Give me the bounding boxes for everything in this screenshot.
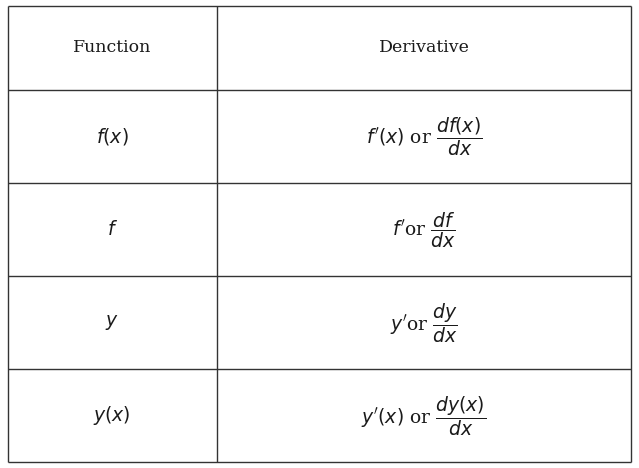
Text: $f'$or $\dfrac{df}{dx}$: $f'$or $\dfrac{df}{dx}$	[392, 210, 456, 249]
Text: Derivative: Derivative	[378, 39, 470, 56]
Text: Function: Function	[73, 39, 151, 56]
Text: $y'$or $\dfrac{dy}{dx}$: $y'$or $\dfrac{dy}{dx}$	[390, 301, 458, 345]
Text: $y$: $y$	[105, 313, 119, 332]
Text: $y'(x)$ or $\dfrac{dy(x)}{dx}$: $y'(x)$ or $\dfrac{dy(x)}{dx}$	[361, 394, 486, 438]
Text: $f'(x)$ or $\dfrac{df(x)}{dx}$: $f'(x)$ or $\dfrac{df(x)}{dx}$	[366, 115, 482, 158]
Text: $f$: $f$	[107, 220, 118, 239]
Text: $f(x)$: $f(x)$	[96, 126, 128, 147]
Text: $y(x)$: $y(x)$	[93, 404, 131, 427]
